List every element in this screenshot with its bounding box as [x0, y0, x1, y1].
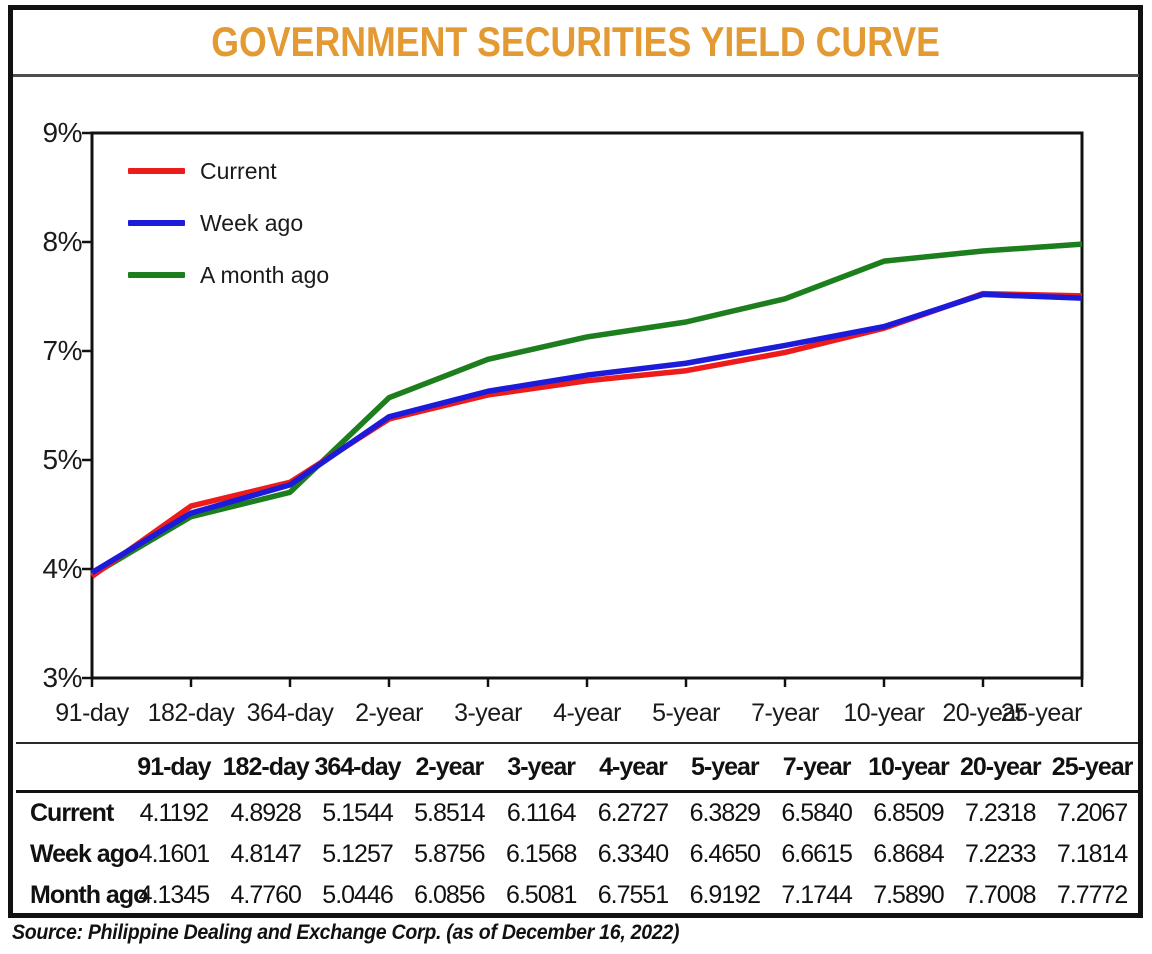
title-bar: GOVERNMENT SECURITIES YIELD CURVE [13, 10, 1139, 77]
y-axis-label-4: 4% [42, 553, 83, 584]
table-header-cell: 20-year [959, 752, 1042, 781]
legend-label-current: Current [200, 157, 277, 184]
table-cell: 4.1601 [138, 840, 210, 868]
yield-data-table: 91-day 182-day 364-day 2-year 3-year 4-y… [16, 742, 1138, 916]
legend-item-week-ago: Week ago [128, 209, 329, 237]
table-cell: 6.8684 [873, 840, 944, 868]
table-cell: 6.8509 [873, 799, 944, 827]
page-frame [8, 5, 1143, 918]
table-row-label: Month ago [30, 881, 148, 909]
table-cell: 4.8928 [230, 799, 301, 827]
table-cell: 4.1192 [139, 799, 210, 827]
week-ago-line-swatch [128, 220, 185, 226]
table-cell: 6.1568 [505, 840, 577, 868]
table-cell: 6.3829 [689, 799, 761, 827]
table-cell: 7.5890 [873, 881, 944, 909]
x-axis-label-91-day: 91-day [55, 699, 129, 727]
table-cell: 7.1744 [781, 881, 852, 909]
month-ago-line-swatch [128, 272, 185, 278]
source-note: Source: Philippine Dealing and Exchange … [12, 921, 680, 944]
page-title: GOVERNMENT SECURITIES YIELD CURVE [211, 18, 941, 65]
table-header-cell: 10-year [868, 752, 950, 781]
table-row-current: Current 4.1192 4.8928 5.1544 5.8514 6.11… [16, 793, 1138, 834]
x-axis-label-7-year: 7-year [751, 699, 819, 727]
table-cell: 5.0446 [322, 881, 393, 909]
x-axis-label-364-day: 364-day [246, 699, 334, 727]
table-row-week-ago: Week ago 4.1601 4.8147 5.1257 5.8756 6.1… [16, 834, 1138, 875]
table-cell: 5.1544 [322, 799, 393, 827]
table-header-cell: 364-day [314, 752, 401, 781]
table-cell: 5.8756 [414, 840, 485, 868]
table-cell: 6.2727 [597, 799, 669, 827]
chart-legend: Current Week ago A month ago [128, 157, 329, 289]
table-row-label: Week ago [30, 840, 139, 868]
table-cell: 7.2233 [965, 840, 1036, 868]
x-axis-label-10-year: 10-year [843, 699, 925, 727]
table-cell: 6.7551 [597, 881, 669, 909]
y-axis-label-9: 9% [42, 117, 83, 148]
table-header-cell: 25-year [1051, 752, 1134, 781]
table-header-row: 91-day 182-day 364-day 2-year 3-year 4-y… [16, 742, 1138, 793]
legend-item-current: Current [128, 157, 329, 185]
y-axis-label-7: 7% [42, 335, 83, 366]
x-axis-label-3-year: 3-year [454, 699, 522, 727]
legend-label-month-ago: A month ago [200, 261, 330, 288]
table-header-cell: 3-year [507, 752, 576, 781]
table-cell: 6.1164 [506, 799, 577, 827]
x-axis-label-20-year: 20-year [942, 699, 1024, 727]
table-cell: 6.4650 [689, 840, 761, 868]
table-cell: 5.8514 [414, 799, 485, 827]
table-header-cell: 5-year [690, 752, 760, 781]
y-axis-label-3: 3% [42, 662, 83, 693]
table-cell: 7.7008 [965, 881, 1036, 909]
table-header-cell: 91-day [137, 752, 211, 781]
table-cell: 6.5840 [781, 799, 852, 827]
table-row-label: Current [30, 799, 114, 827]
x-axis-label-2-year: 2-year [355, 699, 423, 727]
table-header-cell: 2-year [415, 752, 485, 781]
table-cell: 6.3340 [597, 840, 669, 868]
table-header-cell: 4-year [599, 752, 668, 781]
table-header-cell: 182-day [222, 752, 310, 781]
table-row-month-ago: Month ago 4.1345 4.7760 5.0446 6.0856 6.… [16, 875, 1138, 916]
x-axis-label-25-year: 25-year [1000, 699, 1083, 727]
table-cell: 7.2318 [965, 799, 1036, 827]
x-axis-label-5-year: 5-year [652, 699, 720, 727]
table-cell: 4.1345 [138, 881, 210, 909]
current-line-swatch [128, 168, 185, 174]
x-axis-label-182-day: 182-day [147, 699, 235, 727]
legend-item-month-ago: A month ago [128, 261, 329, 289]
y-axis-label-5: 5% [42, 444, 83, 475]
y-axis-label-8: 8% [42, 226, 83, 257]
legend-label-week-ago: Week ago [200, 209, 304, 236]
table-cell: 7.1814 [1056, 840, 1128, 868]
table-cell: 7.2067 [1056, 799, 1128, 827]
table-cell: 4.8147 [230, 840, 301, 868]
table-cell: 4.7760 [230, 881, 301, 909]
table-cell: 6.6615 [781, 840, 852, 868]
table-cell: 7.7772 [1056, 881, 1128, 909]
table-cell: 6.0856 [414, 881, 485, 909]
table-cell: 6.5081 [505, 881, 577, 909]
table-header-cell: 7-year [782, 752, 852, 781]
table-cell: 5.1257 [322, 840, 393, 868]
table-cell: 6.9192 [689, 881, 761, 909]
x-axis-label-4-year: 4-year [553, 699, 621, 727]
